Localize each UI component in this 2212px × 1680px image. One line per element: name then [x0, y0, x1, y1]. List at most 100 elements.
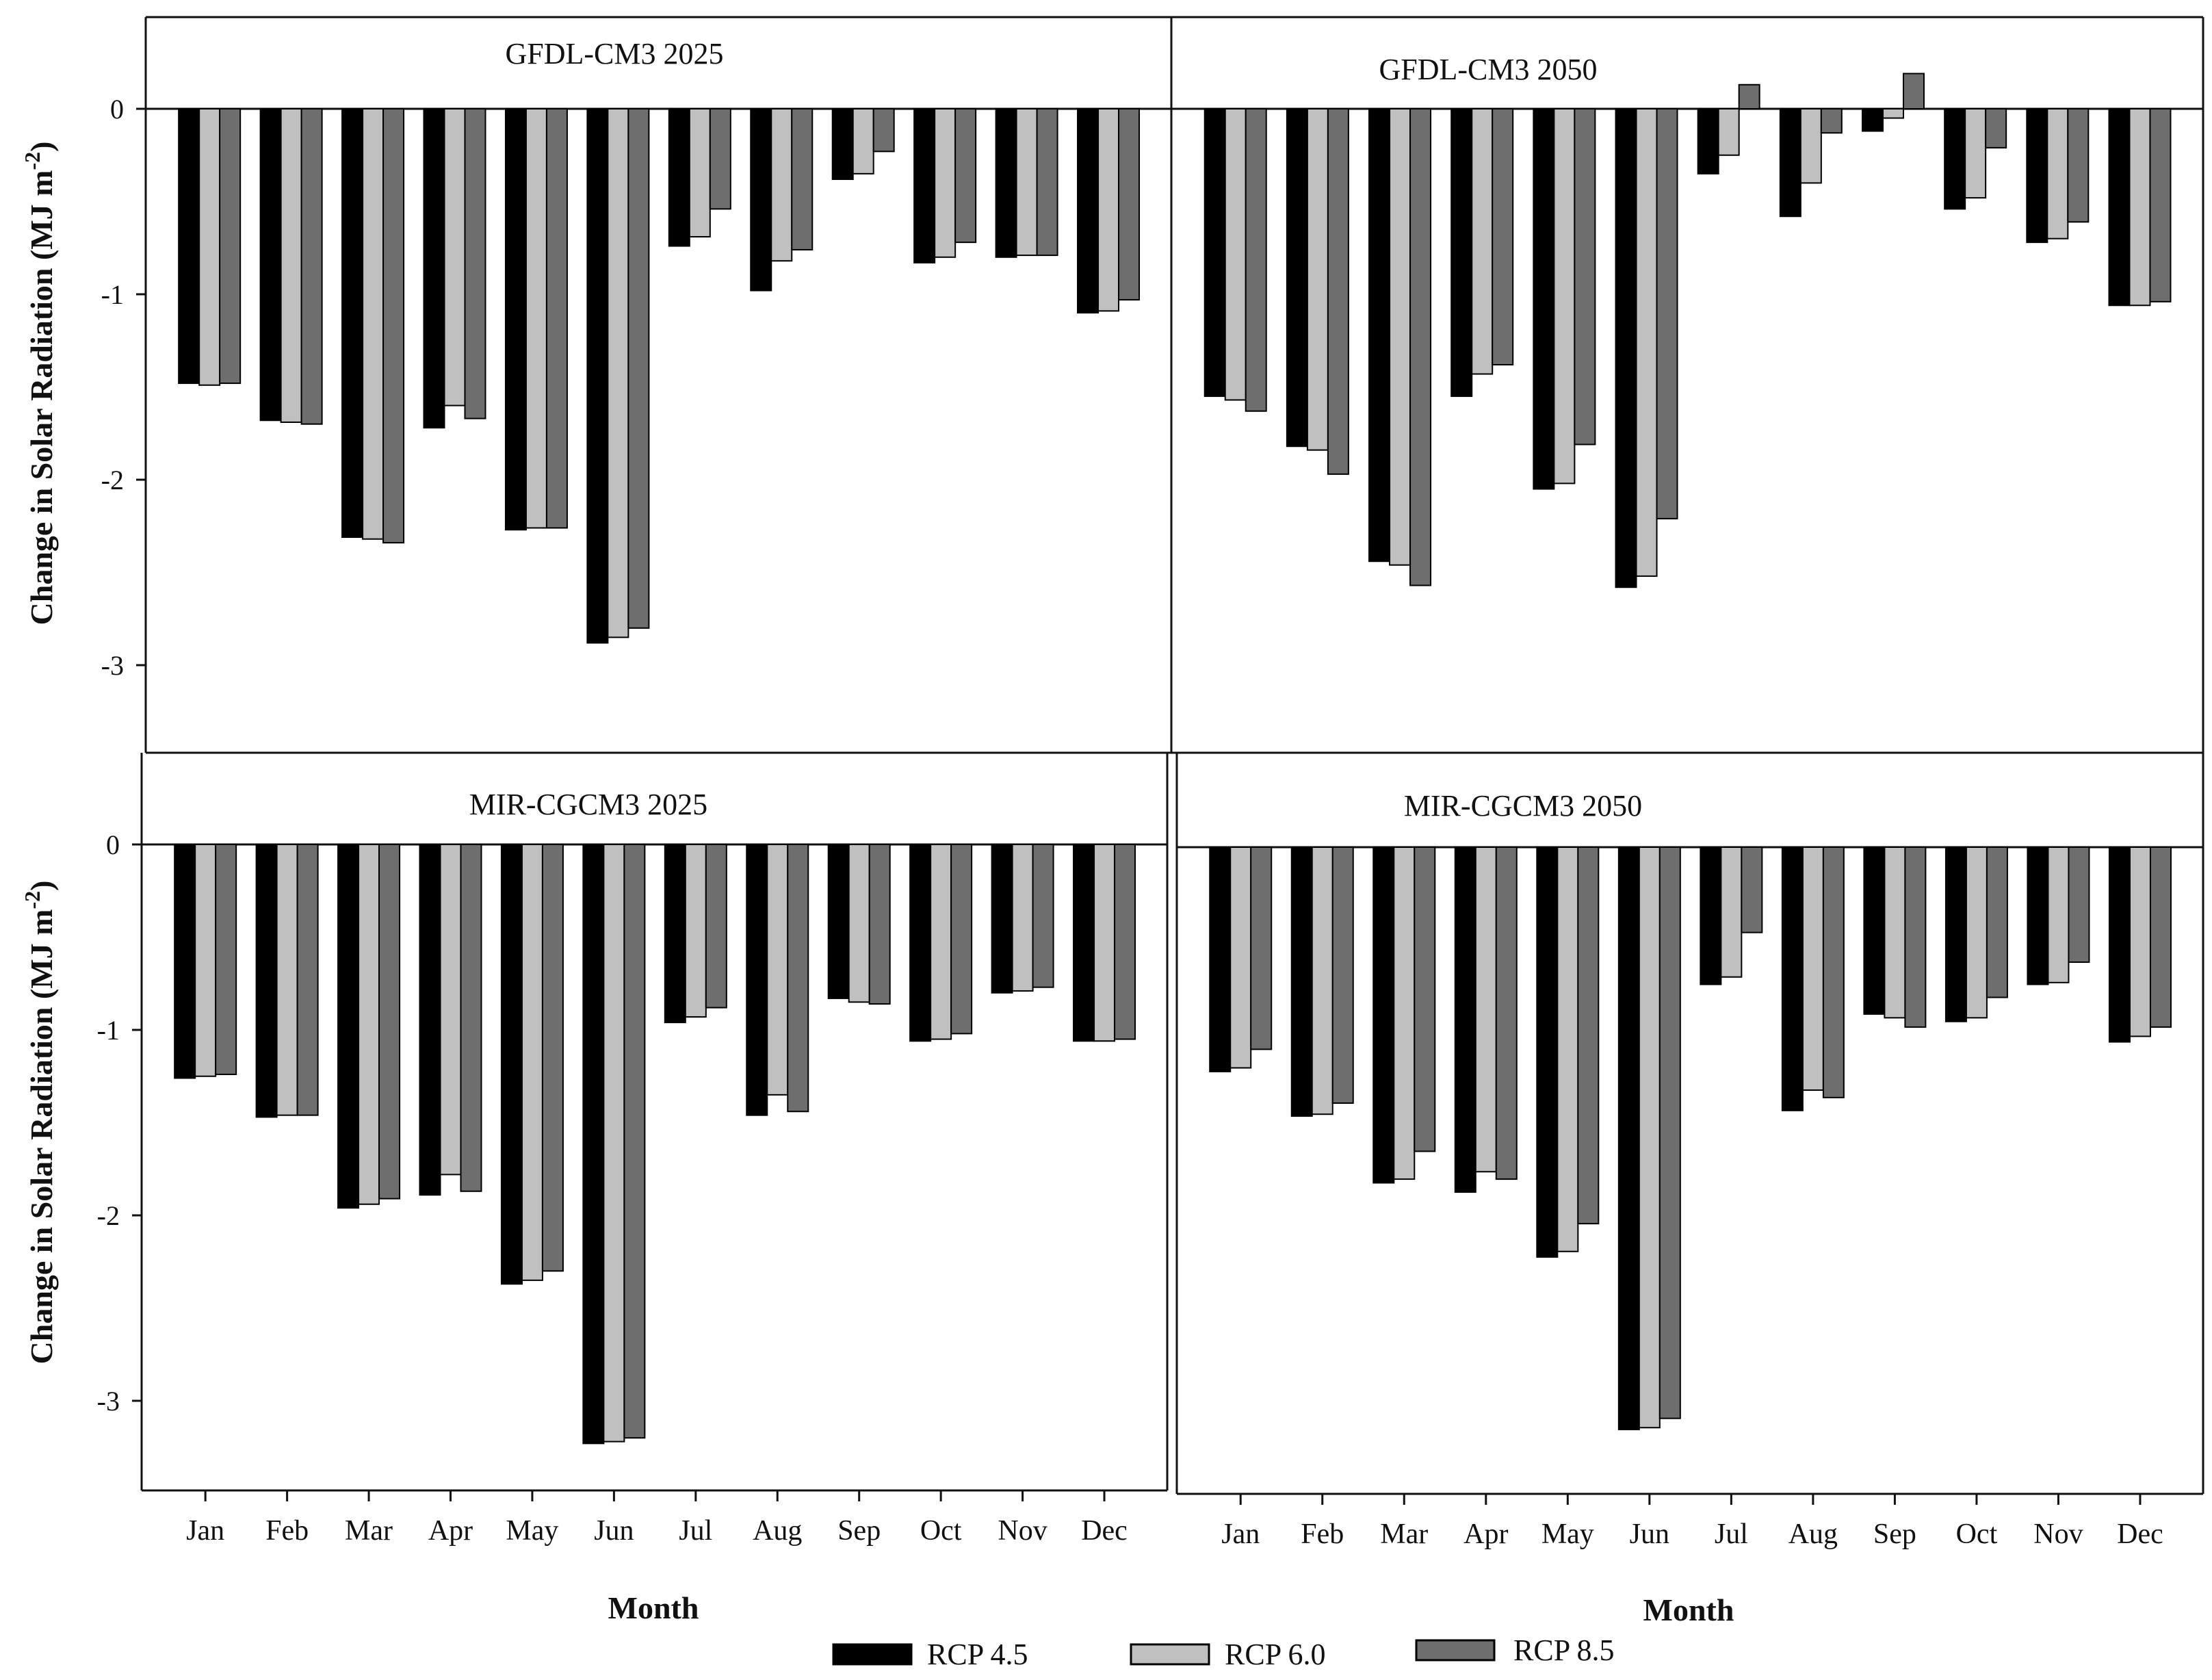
- bar-rcp60-nov: [1011, 844, 1034, 992]
- x-tick-label: Jan: [186, 1515, 224, 1547]
- bar-rcp60-jan: [194, 844, 217, 1077]
- bar-rcp85-apr: [1495, 847, 1518, 1180]
- bar-rcp45-may: [504, 108, 527, 531]
- bar-rcp85-sep: [1904, 847, 1927, 1028]
- bar-rcp60-sep: [1884, 847, 1906, 1019]
- bar-rcp85-dec: [2149, 108, 2172, 302]
- bar-rcp60-jun: [1635, 108, 1658, 577]
- bar-rcp60-dec: [1093, 844, 1116, 1042]
- bar-rcp85-jul: [705, 844, 727, 1009]
- bar-rcp85-oct: [954, 108, 977, 244]
- bar-rcp45-apr: [1450, 108, 1473, 398]
- bar-rcp85-jan: [215, 844, 237, 1076]
- bar-rcp45-dec: [1077, 108, 1100, 314]
- y-tick-label: -3: [101, 650, 124, 681]
- bar-rcp60-feb: [276, 844, 298, 1116]
- bar-rcp60-jul: [1720, 847, 1743, 978]
- bar-rcp85-jan: [219, 108, 242, 385]
- bar-rcp45-jan: [1203, 108, 1226, 398]
- bar-rcp60-dec: [2129, 847, 2151, 1037]
- bar-rcp45-jul: [1700, 847, 1722, 985]
- x-axis-label-left: Month: [608, 1590, 699, 1625]
- bar-rcp85-jun: [623, 844, 646, 1439]
- legend-swatch-rcp60: [1130, 1643, 1210, 1666]
- bar-rcp60-mar: [1393, 847, 1416, 1180]
- bar-rcp45-jun: [1615, 108, 1637, 589]
- bar-rcp85-nov: [1036, 108, 1058, 257]
- bar-rcp85-sep: [872, 108, 895, 153]
- bar-rcp85-jul: [1738, 83, 1760, 109]
- y-axis-label-close: ): [24, 142, 59, 152]
- bar-rcp60-oct: [934, 108, 957, 258]
- x-tick-label: May: [506, 1515, 558, 1547]
- bar-rcp45-feb: [1286, 108, 1308, 448]
- x-tick-label: Nov: [2033, 1519, 2083, 1550]
- panel-title: MIR-CGCM3 2050: [1404, 789, 1642, 823]
- bar-rcp45-may: [500, 844, 523, 1285]
- bar-rcp85-feb: [1327, 108, 1349, 475]
- y-axis-label-main: Change in Solar Radiation (MJ m: [24, 909, 59, 1365]
- bar-rcp45-jan: [178, 108, 200, 385]
- bar-rcp60-aug: [1801, 847, 1824, 1091]
- bar-rcp60-nov: [1015, 108, 1038, 257]
- y-axis-label-main: Change in Solar Radiation (MJ m: [24, 170, 59, 625]
- y-axis-label-sup: -2: [20, 152, 44, 170]
- panel-4: MIR-CGCM3 2050 Jan Feb Mar Apr May Jun Jul Aug Se…: [1175, 753, 2204, 1550]
- bar-rcp60-jan: [1229, 847, 1252, 1069]
- bar-rcp60-dec: [2129, 108, 2151, 307]
- legend: RCP 4.5 RCP 6.0 RCP 8.5: [832, 1633, 1615, 1671]
- bar-rcp60-aug: [770, 108, 793, 262]
- bar-rcp85-sep: [1902, 73, 1925, 110]
- bar-rcp45-mar: [337, 844, 360, 1209]
- x-tick-label: Mar: [345, 1515, 393, 1547]
- y-tick-label: -2: [101, 465, 124, 495]
- legend-swatch-rcp45: [832, 1643, 913, 1666]
- bar-rcp45-aug: [1781, 847, 1804, 1111]
- x-tick-label: Mar: [1380, 1519, 1428, 1550]
- panel-title: GFDL-CM3 2050: [1379, 53, 1597, 86]
- bar-rcp60-may: [1553, 108, 1576, 484]
- bar-rcp60-apr: [1471, 108, 1494, 375]
- bar-rcp60-jun: [607, 108, 629, 638]
- y-tick-label: -1: [101, 279, 124, 310]
- bar-rcp85-jul: [709, 108, 731, 210]
- bar-rcp60-feb: [280, 108, 302, 423]
- bar-rcp60-jul: [1717, 108, 1740, 156]
- bar-rcp45-nov: [995, 108, 1017, 258]
- bar-rcp45-apr: [423, 108, 445, 429]
- bar-rcp60-nov: [2047, 847, 2070, 983]
- y-tick-label: 0: [106, 829, 120, 860]
- bar-rcp85-feb: [296, 844, 319, 1116]
- bar-rcp85-oct: [1986, 847, 2008, 998]
- bar-rcp60-may: [1557, 847, 1579, 1252]
- bar-rcp85-may: [1574, 108, 1596, 445]
- x-tick-label: Dec: [2117, 1519, 2163, 1550]
- bar-rcp45-jul: [1697, 108, 1719, 175]
- bar-rcp45-nov: [2026, 108, 2048, 244]
- bar-rcp45-oct: [1944, 847, 1967, 1022]
- bar-rcp85-jan: [1250, 847, 1273, 1050]
- bar-rcp45-aug: [750, 108, 772, 292]
- bar-rcp45-nov: [2027, 847, 2049, 985]
- y-axis-label-sup: -2: [20, 891, 44, 909]
- bar-rcp45-feb: [255, 844, 278, 1118]
- bar-rcp60-mar: [362, 108, 385, 540]
- bar-rcp45-may: [1533, 108, 1555, 490]
- bar-rcp60-sep: [1882, 108, 1904, 119]
- bar-rcp45-feb: [259, 108, 282, 422]
- y-tick-label: -2: [97, 1200, 120, 1231]
- bar-rcp60-jun: [603, 844, 625, 1443]
- bar-rcp45-jul: [664, 844, 686, 1024]
- bar-rcp85-oct: [950, 844, 973, 1035]
- bar-rcp60-jan: [198, 108, 221, 386]
- bar-rcp45-sep: [831, 108, 854, 180]
- legend-label-rcp60: RCP 6.0: [1225, 1638, 1326, 1671]
- x-tick-label: Dec: [1081, 1515, 1128, 1547]
- bar-rcp45-sep: [1861, 108, 1884, 132]
- bar-rcp85-aug: [791, 108, 814, 250]
- bar-rcp45-oct: [1944, 108, 1966, 210]
- bar-rcp85-apr: [1492, 108, 1514, 365]
- bar-rcp85-feb: [300, 108, 323, 425]
- y-axis-label-top: Change in Solar Radiation (MJ m-2): [20, 142, 59, 625]
